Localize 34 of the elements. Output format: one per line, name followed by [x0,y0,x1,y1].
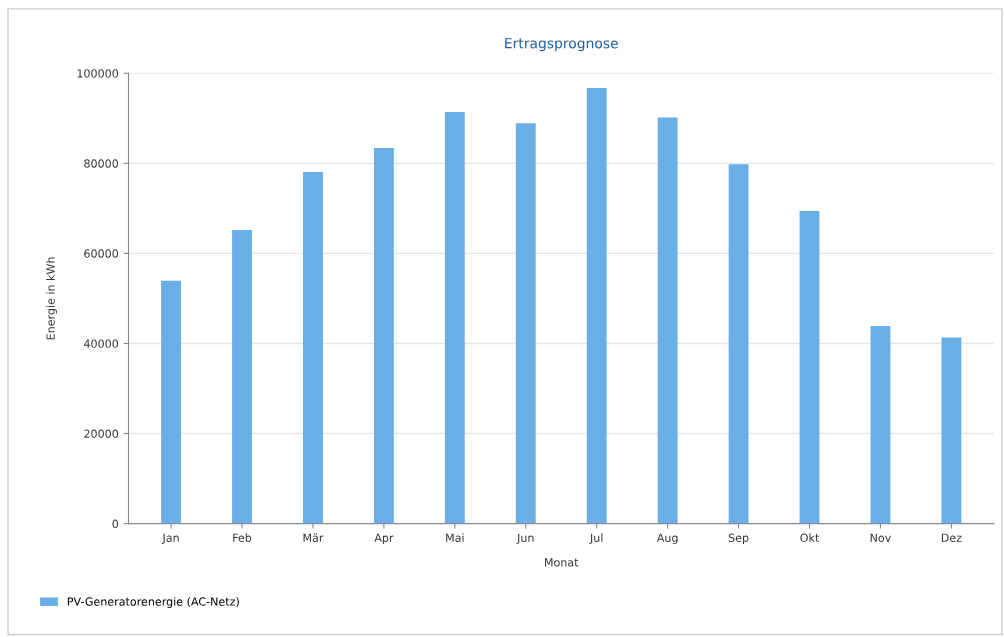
bar [232,229,252,524]
legend-label: PV-Generatorenergie (AC-Netz) [67,597,239,608]
y-tick-label: 100000 [77,69,119,78]
y-tick-label: 0 [112,519,119,528]
bar [303,171,323,524]
bar [586,88,607,524]
bar [161,280,182,524]
y-tick-label: 60000 [84,249,119,258]
bar [799,211,820,524]
bar [373,148,394,524]
bar [444,111,465,524]
x-tick-label: Okt [800,533,820,542]
x-tick-label: Dez [941,533,962,542]
x-tick-label: Jul [589,533,603,544]
x-tick-label: Mär [303,533,324,542]
bar [728,164,749,524]
bar [515,123,536,524]
x-tick-label: Apr [374,533,394,545]
y-tick-label: 40000 [83,339,119,348]
x-tick-label: Mai [446,533,464,542]
y-axis-title: Energie in kWh [46,257,57,340]
chart-title: Ertragsprognose [505,38,618,52]
x-tick-label: Jun [516,533,534,544]
x-axis-title: Monat [545,558,579,567]
y-tick-label: 20000 [84,429,119,438]
x-tick-label: Jan [161,533,179,544]
y-tick-label: 80000 [84,159,119,168]
x-tick-label: Sep [728,533,749,545]
x-tick-label: Nov [870,533,891,542]
bar [870,325,891,524]
x-tick-label: Feb [233,533,252,542]
bar [941,337,962,524]
x-tick-label: Aug [656,533,678,545]
bar [657,117,678,524]
